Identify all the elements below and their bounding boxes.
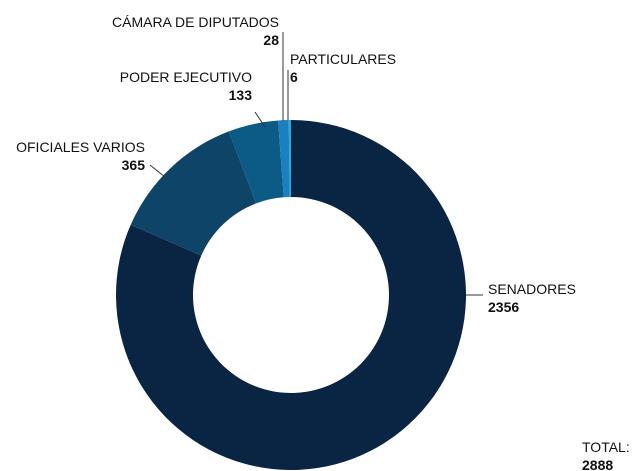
slice-label: CÁMARA DE DIPUTADOS <box>112 14 279 30</box>
total-label: TOTAL: <box>582 439 630 455</box>
donut-slice <box>278 120 290 198</box>
slice-value: 133 <box>229 87 253 103</box>
slice-value: 2356 <box>488 299 519 315</box>
slice-label: SENADORES <box>488 281 576 297</box>
donut-slice <box>130 131 257 256</box>
slice-value: 365 <box>122 157 146 173</box>
donut-slice <box>115 120 466 470</box>
slice-value: 6 <box>290 69 298 85</box>
leader-line <box>254 111 266 128</box>
slice-value: 28 <box>263 32 279 48</box>
slice-label: OFICIALES VARIOS <box>16 139 145 155</box>
leader-line <box>149 164 166 178</box>
slice-label: PODER EJECUTIVO <box>120 69 252 85</box>
total-value: 2888 <box>582 457 613 471</box>
donut-slice <box>228 120 284 204</box>
donut-slice <box>288 120 291 198</box>
slice-label: PARTICULARES <box>290 51 396 67</box>
